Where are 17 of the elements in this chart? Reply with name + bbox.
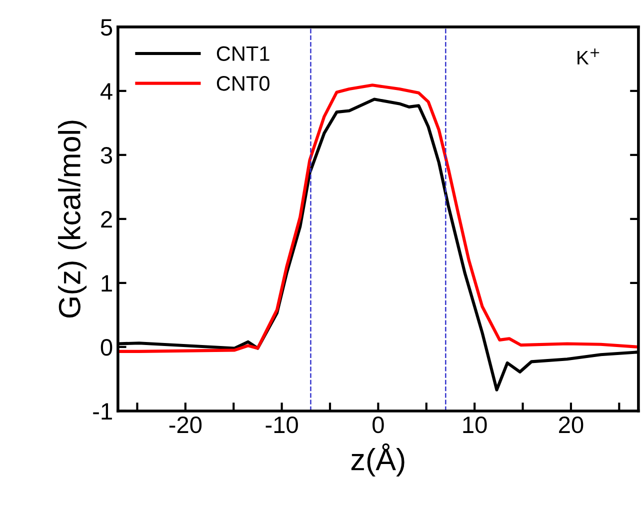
x-tick-label: 20 xyxy=(559,416,584,434)
y-tick-label: -1 xyxy=(93,403,112,420)
y-tick-label: 0 xyxy=(100,339,112,356)
x-tick-label: -20 xyxy=(169,416,202,434)
y-tick-label: 4 xyxy=(100,83,112,100)
x-tick-label: -10 xyxy=(266,416,298,434)
y-tick-label: 3 xyxy=(100,147,112,164)
legend-label: CNT0 xyxy=(216,76,270,91)
y-tick-label: 2 xyxy=(101,211,112,228)
legend-label: CNT1 xyxy=(216,46,270,61)
annotation: K$^{+}$ xyxy=(578,48,600,64)
y-tick-label: 5 xyxy=(100,19,112,36)
y-tick-label: 1 xyxy=(102,275,112,292)
x-tick-label: 10 xyxy=(463,416,487,434)
x-axis-title: z(Å) xyxy=(351,443,404,476)
y-axis-title: G(z) (kcal/mol) xyxy=(58,120,87,318)
x-tick-label: 0 xyxy=(372,416,384,434)
